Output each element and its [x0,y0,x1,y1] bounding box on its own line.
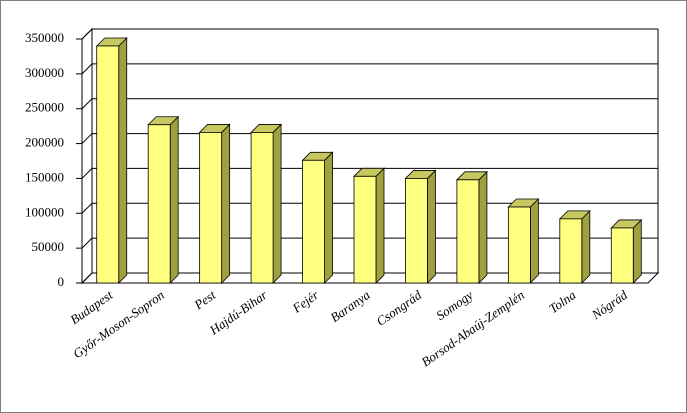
y-tick-label: 200000 [25,135,64,150]
bar-front [199,132,223,284]
bar [353,167,385,284]
bar [455,170,488,284]
bar-front [507,206,531,284]
bar [558,209,591,284]
bar-side [632,218,642,284]
y-tick-label: 100000 [25,204,64,219]
bar [95,37,128,284]
bar-side [324,151,333,284]
bar-side [375,167,385,284]
bar [250,123,283,284]
bar-side [118,37,128,284]
bar-side [478,170,488,284]
bar [610,218,643,284]
bar-side [272,123,282,284]
bar-front [96,45,120,284]
grid-line [81,133,658,144]
bar-side [169,115,179,284]
bar-front [147,124,171,284]
bar-side [581,209,591,284]
y-tick-label: 300000 [25,65,64,80]
bar-front [610,227,634,284]
bar [507,198,540,284]
y-tick-label: 50000 [32,239,65,254]
y-tick-label: 0 [58,274,65,289]
bar-front [405,178,428,284]
bar-side [221,123,231,284]
bar-front [250,132,274,284]
bar [198,123,231,284]
grid-line [81,28,658,40]
bar [301,151,334,284]
grid-line [81,63,658,75]
grid-line [81,98,658,110]
bar-side [427,169,436,284]
bar-front [456,179,480,284]
bar-front [302,159,325,284]
y-tick-label: 250000 [25,100,64,115]
bar-front [559,218,583,284]
bar [147,115,180,284]
side-wall [81,27,93,285]
y-tick-label: 350000 [25,30,64,45]
bar-side [529,198,539,284]
bar-front [353,175,377,284]
bar [404,169,437,284]
y-tick-label: 150000 [25,169,64,184]
grid-line [81,167,658,179]
